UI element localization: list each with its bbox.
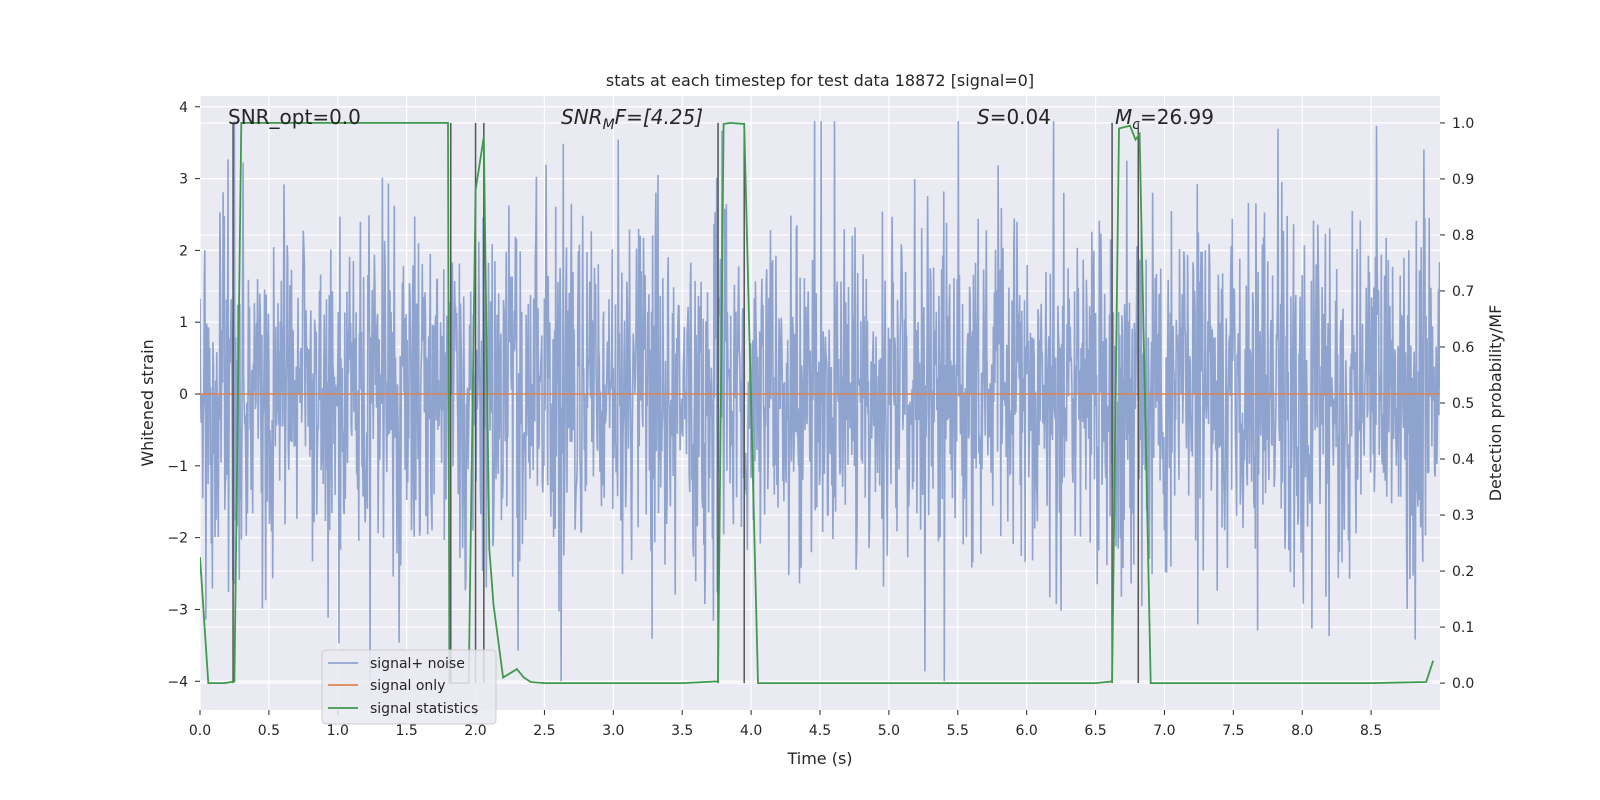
y-right-tick-label: 0.9 [1452, 172, 1474, 188]
y-left-tick-label: 0 [179, 387, 188, 403]
x-tick-label: 3.0 [602, 723, 624, 739]
x-ticks: 0.0 0.5 1.0 1.5 2.0 2.5 3.0 3.5 4.0 4.5 5.0 5.5 6.0 6… [189, 710, 1382, 739]
x-tick-label: 3.5 [671, 723, 693, 739]
annotation-s: S=0.04 [977, 105, 1051, 129]
x-tick-label: 0.0 [189, 723, 211, 739]
x-tick-label: 0.5 [258, 723, 280, 739]
annotation-s-italic: S [977, 105, 990, 129]
y-left-axis-label: Whitened strain [138, 339, 157, 466]
annotation-snr-opt: SNR_opt=0.0 [228, 105, 361, 129]
annotation-snr-mf-sub: M [603, 117, 615, 133]
x-tick-label: 4.5 [809, 723, 831, 739]
annotation-mc: Mc=26.99 [1115, 105, 1214, 133]
annotation-snr-mf-main: SNR [561, 105, 603, 129]
y-right-tick-label: 0.5 [1452, 396, 1474, 412]
y-left-tick-label: 2 [179, 243, 188, 259]
y-right-tick-label: 0.2 [1452, 564, 1474, 580]
y-left-ticks: 4 3 2 1 0 −1 −2 −3 −4 [167, 100, 200, 690]
y-left-tick-label: −1 [167, 459, 188, 475]
x-tick-label: 5.5 [947, 723, 969, 739]
y-right-ticks: 1.0 0.9 0.8 0.7 0.6 0.5 0.4 0.3 0.2 0.1 0.0 [1440, 116, 1474, 692]
series-signal-statistics [200, 121, 1434, 684]
x-tick-label: 5.0 [878, 723, 900, 739]
chart-title: stats at each timestep for test data 188… [606, 71, 1034, 90]
y-left-tick-label: −3 [167, 602, 188, 618]
plot-area [200, 121, 1440, 684]
annotation-mc-main: M [1115, 105, 1132, 129]
x-tick-label: 8.5 [1360, 723, 1382, 739]
series-signal-noise [200, 121, 1440, 682]
y-right-tick-label: 0.6 [1452, 340, 1474, 356]
legend: signal+ noise signal only signal statist… [321, 649, 497, 725]
annotation-s-value: =0.04 [990, 105, 1051, 129]
y-right-tick-label: 0.1 [1452, 620, 1474, 636]
x-tick-label: 4.0 [740, 723, 762, 739]
x-tick-label: 6.5 [1084, 723, 1106, 739]
x-tick-label: 7.5 [1222, 723, 1244, 739]
legend-label-signal-noise: signal+ noise [370, 656, 465, 672]
x-tick-label: 7.0 [1153, 723, 1175, 739]
x-tick-label: 6.0 [1016, 723, 1038, 739]
y-right-axis-label: Detection probability/MF [1486, 305, 1505, 502]
y-right-tick-label: 0.3 [1452, 508, 1474, 524]
y-right-tick-label: 1.0 [1452, 116, 1474, 132]
y-left-tick-label: 1 [179, 315, 188, 331]
annotation-mc-value: =26.99 [1140, 105, 1214, 129]
x-tick-label: 1.0 [327, 723, 349, 739]
x-tick-label: 2.5 [533, 723, 555, 739]
legend-label-signal-statistics: signal statistics [370, 701, 478, 717]
y-left-tick-label: 3 [179, 172, 188, 188]
y-left-tick-label: −2 [167, 531, 188, 547]
x-tick-label: 2.0 [464, 723, 486, 739]
y-right-tick-label: 0.7 [1452, 284, 1474, 300]
y-right-tick-label: 0.0 [1452, 676, 1474, 692]
legend-box [321, 649, 497, 725]
x-axis-label: Time (s) [786, 749, 852, 768]
y-left-tick-label: −4 [167, 674, 188, 690]
y-right-tick-label: 0.8 [1452, 228, 1474, 244]
x-tick-label: 8.0 [1291, 723, 1313, 739]
annotation-snr-mf: SNRMF=[4.25] [561, 105, 703, 133]
y-right-tick-label: 0.4 [1452, 452, 1474, 468]
annotation-snr-mf-rest: F=[4.25] [615, 105, 703, 129]
annotation-mc-sub: c [1132, 117, 1140, 133]
legend-label-signal-only: signal only [370, 678, 445, 694]
x-tick-label: 1.5 [396, 723, 418, 739]
y-left-tick-label: 4 [179, 100, 188, 116]
